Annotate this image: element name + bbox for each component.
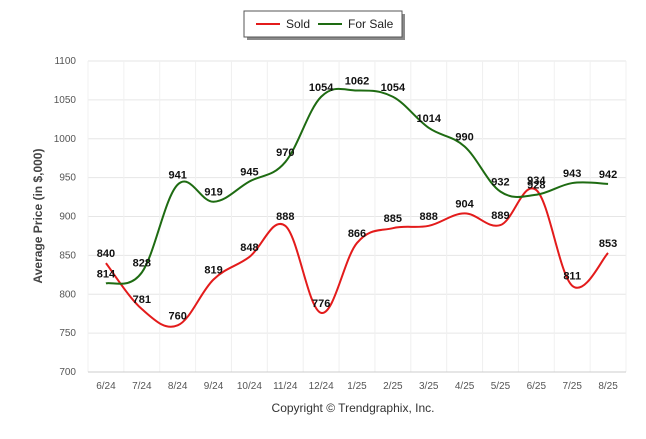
- data-label-for-sale: 1014: [416, 113, 441, 125]
- legend-label-for-sale: For Sale: [348, 17, 394, 31]
- data-label-for-sale: 928: [527, 180, 545, 192]
- y-tick-label: 900: [59, 212, 76, 223]
- y-tick-label: 800: [59, 289, 76, 300]
- x-tick-label: 9/24: [204, 381, 224, 392]
- data-label-for-sale: 828: [133, 257, 151, 269]
- legend-label-sold: Sold: [286, 17, 310, 31]
- gridlines: [87, 60, 627, 373]
- x-tick-label: 10/24: [237, 381, 262, 392]
- data-label-sold: 866: [348, 228, 366, 240]
- data-label-for-sale: 970: [276, 147, 294, 159]
- data-label-for-sale: 919: [204, 187, 222, 199]
- series-line-for-sale: [105, 87, 609, 285]
- y-axis-label: Average Price (in $,000): [31, 149, 45, 284]
- y-tick-label: 950: [59, 173, 76, 184]
- data-label-for-sale: 1062: [345, 76, 369, 88]
- x-tick-label: 8/24: [168, 381, 188, 392]
- data-label-sold: 776: [312, 298, 330, 310]
- x-tick-label: 4/25: [455, 381, 475, 392]
- data-label-sold: 888: [420, 211, 438, 223]
- data-label-for-sale: 1054: [309, 82, 334, 94]
- x-tick-label: 7/25: [562, 381, 582, 392]
- data-label-for-sale: 814: [97, 268, 116, 280]
- y-axis-ticks: 700 750 800 850 900 950 1000 1050 1100: [54, 56, 77, 378]
- data-label-for-sale: 942: [599, 169, 617, 181]
- data-label-for-sale: 932: [491, 177, 509, 189]
- data-label-sold: 934: [527, 175, 546, 187]
- y-tick-label: 750: [59, 328, 76, 339]
- data-label-sold: 819: [204, 264, 222, 276]
- x-tick-label: 12/24: [309, 381, 334, 392]
- data-label-sold: 885: [384, 213, 402, 225]
- data-label-sold: 888: [276, 211, 294, 223]
- data-label-for-sale: 943: [563, 168, 581, 180]
- data-label-for-sale: 945: [240, 167, 258, 179]
- data-label-sold: 781: [133, 294, 151, 306]
- y-tick-label: 1100: [54, 56, 76, 67]
- x-tick-label: 5/25: [491, 381, 511, 392]
- x-tick-label: 2/25: [383, 381, 403, 392]
- data-label-sold: 904: [455, 198, 474, 210]
- data-label-for-sale: 990: [455, 132, 473, 144]
- series-line-sold: [105, 187, 609, 328]
- data-label-sold: 840: [97, 248, 115, 260]
- data-label-sold: 889: [491, 210, 509, 222]
- y-tick-label: 700: [59, 367, 76, 378]
- copyright-credit: Copyright © Trendgraphix, Inc.: [272, 401, 435, 415]
- legend: Sold For Sale: [243, 10, 405, 40]
- x-tick-label: 11/24: [273, 381, 298, 392]
- y-tick-label: 1050: [54, 95, 77, 106]
- data-label-sold: 811: [563, 271, 581, 283]
- x-tick-label: 6/24: [96, 381, 116, 392]
- data-labels: 840 781 760 819 848 888 776 866 885 888 904 889 934 8…: [97, 76, 617, 323]
- y-tick-label: 850: [59, 250, 76, 261]
- data-label-sold: 853: [599, 238, 617, 250]
- x-tick-label: 3/25: [419, 381, 439, 392]
- x-tick-label: 6/25: [527, 381, 547, 392]
- data-label-sold: 848: [240, 242, 258, 254]
- x-axis-ticks: 6/24 7/24 8/24 9/24 10/24 11/24 12/24 1/25 2/25 3…: [96, 381, 618, 392]
- data-label-for-sale: 941: [168, 170, 186, 182]
- series-lines: [105, 87, 609, 328]
- data-label-for-sale: 1054: [381, 82, 406, 94]
- y-tick-label: 1000: [54, 134, 77, 145]
- x-tick-label: 8/25: [598, 381, 618, 392]
- x-tick-label: 1/25: [347, 381, 367, 392]
- data-label-sold: 760: [168, 310, 186, 322]
- x-tick-label: 7/24: [132, 381, 152, 392]
